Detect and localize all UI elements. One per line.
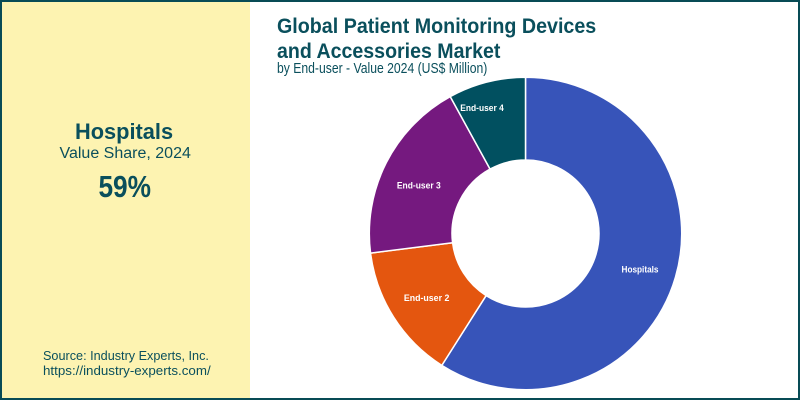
- chart-title: Global Patient Monitoring Devices and Acc…: [277, 14, 618, 64]
- panel-headline: Hospitals: [74, 118, 174, 144]
- donut-slice-end-user-3: [368, 95, 491, 254]
- panel-subheadline: Value Share, 2024: [59, 145, 191, 163]
- chart-subtitle: by End-user - Value 2024 (US$ Million): [277, 61, 488, 78]
- donut-slice-label-end-user-4: End-user 4: [460, 103, 504, 114]
- source-block: Source: Industry Experts, Inc. https://i…: [43, 349, 211, 379]
- donut-slice-end-user-4: [449, 76, 527, 170]
- highlight-panel: Hospitals Value Share, 2024 59% Source: …: [2, 2, 250, 398]
- source-text: Source: Industry Experts, Inc.: [43, 349, 210, 363]
- donut-slice-hospitals: [441, 76, 683, 391]
- panel-value: 59%: [98, 168, 151, 204]
- donut-slice-label-end-user-2: End-user 2: [404, 293, 450, 303]
- chart-title-line1: Global Patient Monitoring Devices: [277, 14, 597, 38]
- chart-title-line2: and Accessories Market: [277, 39, 501, 63]
- donut-slice-label-hospitals: Hospitals: [622, 264, 659, 275]
- source-url: https://industry-experts.com/: [43, 364, 211, 378]
- donut-slice-label-end-user-3: End-user 3: [397, 180, 441, 191]
